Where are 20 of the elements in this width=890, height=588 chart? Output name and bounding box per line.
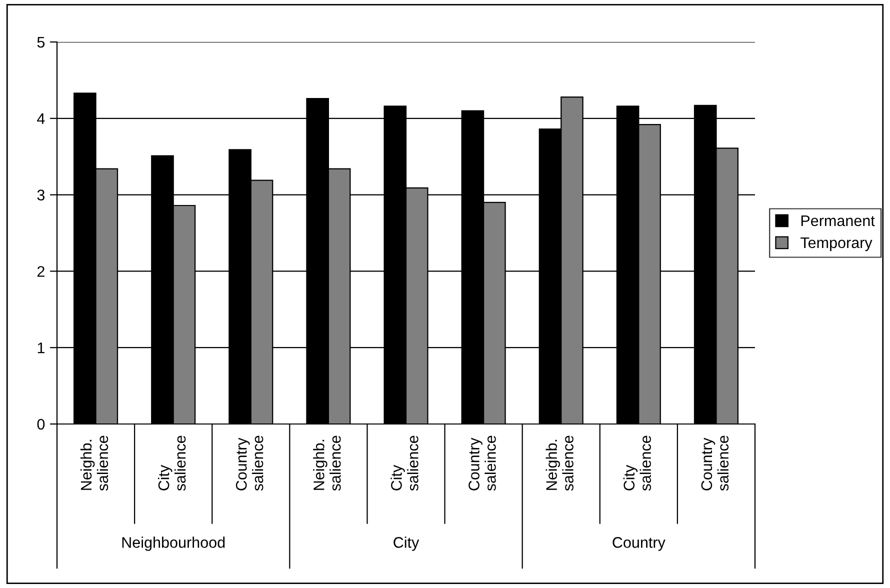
- text: City: [394, 536, 420, 551]
- legend-label: Temporary: [800, 237, 872, 252]
- legend-label: Permanent: [801, 216, 875, 226]
- y-tick-label: 4: [37, 113, 45, 124]
- y-tick-label: 3: [37, 190, 45, 200]
- x-tick-label: Country salience: [236, 436, 264, 491]
- x-tick-label: City salience: [390, 436, 418, 491]
- x-tick-label: City salience: [623, 436, 651, 491]
- x-tick-label: Country salience: [701, 436, 729, 491]
- y-tick-label: 1: [38, 342, 44, 354]
- x-tick-label: City salience: [158, 436, 186, 491]
- y-tick-label: 2: [37, 266, 44, 277]
- text: Country: [612, 537, 666, 551]
- x-tick-label: Neighb. salience: [80, 436, 108, 491]
- x-tick-label: Neighb. salience: [313, 436, 341, 491]
- y-tick-label: 5: [37, 37, 45, 48]
- x-tick-label: Country saleince: [468, 436, 496, 491]
- text: Neighbourhood: [122, 536, 225, 551]
- y-tick-label: 0: [37, 418, 45, 430]
- x-tick-label: Neighb. salience: [546, 436, 574, 491]
